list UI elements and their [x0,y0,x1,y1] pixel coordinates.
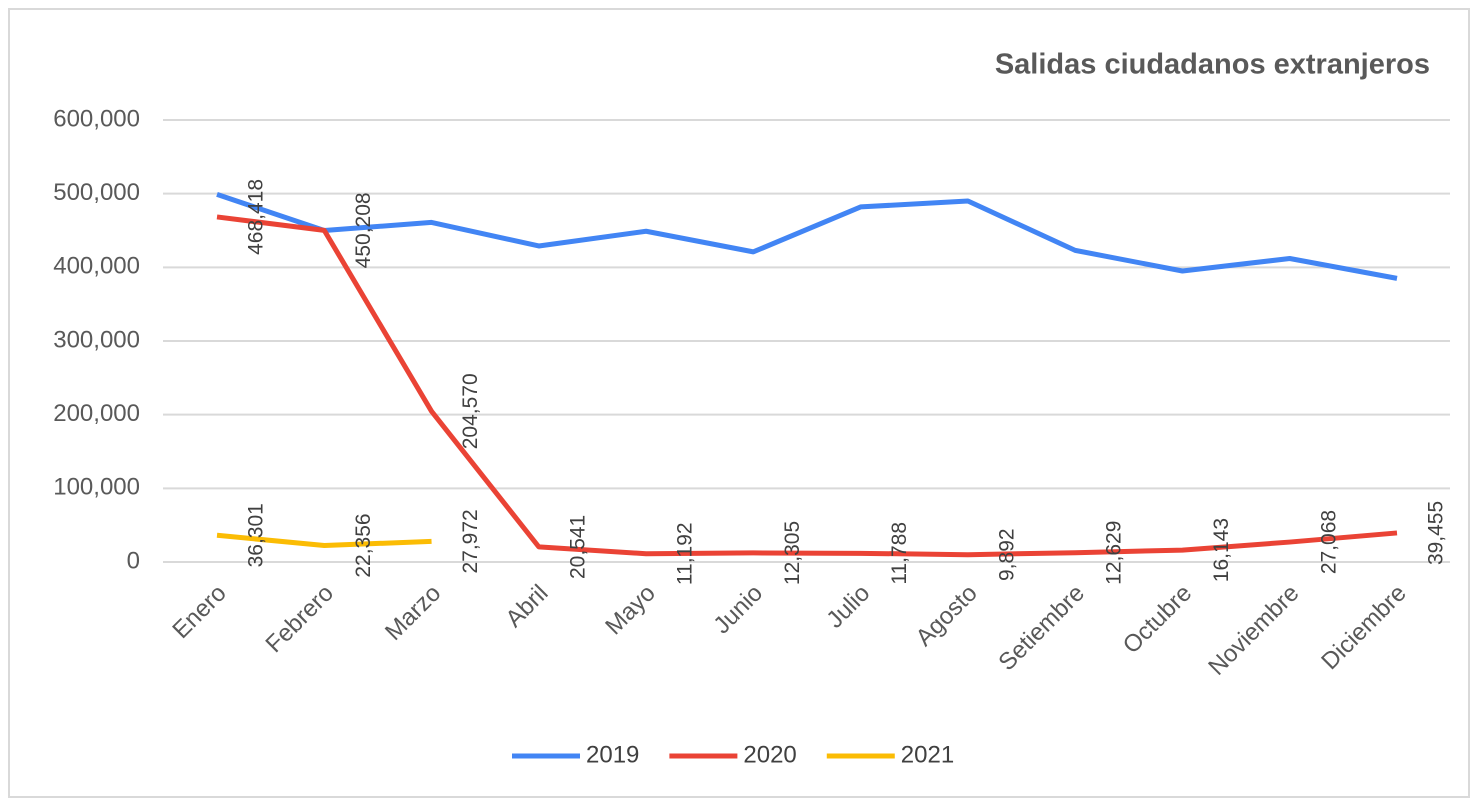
data-label: 204,570 [459,373,482,449]
chart-border [8,8,1470,798]
legend-label: 2021 [901,741,954,768]
data-label: 39,455 [1425,501,1448,565]
legend-label: 2019 [586,741,639,768]
data-label: 36,301 [245,503,268,567]
chart-title: Salidas ciudadanos extranjeros [995,49,1430,81]
data-label: 27,972 [459,509,482,573]
data-label: 16,143 [1210,518,1233,582]
y-tick-label: 300,000 [53,326,140,353]
y-tick-label: 100,000 [53,474,140,501]
y-tick-label: 0 [127,547,140,574]
data-label: 20,541 [566,515,589,579]
y-tick-label: 500,000 [53,179,140,206]
data-label: 450,208 [352,192,375,268]
y-tick-label: 200,000 [53,400,140,427]
data-label: 27,068 [1317,510,1340,574]
data-label: 12,629 [1103,521,1126,585]
data-label: 468,418 [245,179,268,255]
line-series [216,192,1398,281]
data-label: 12,305 [781,521,804,585]
data-label: 9,892 [995,528,1018,581]
line-series [216,532,432,549]
legend-label: 2020 [743,741,796,768]
line-series [216,214,1398,558]
data-label: 11,788 [888,522,911,585]
data-label: 11,192 [674,522,697,585]
y-tick-label: 400,000 [53,253,140,280]
data-label: 22,356 [352,513,375,577]
y-tick-label: 600,000 [53,105,140,132]
